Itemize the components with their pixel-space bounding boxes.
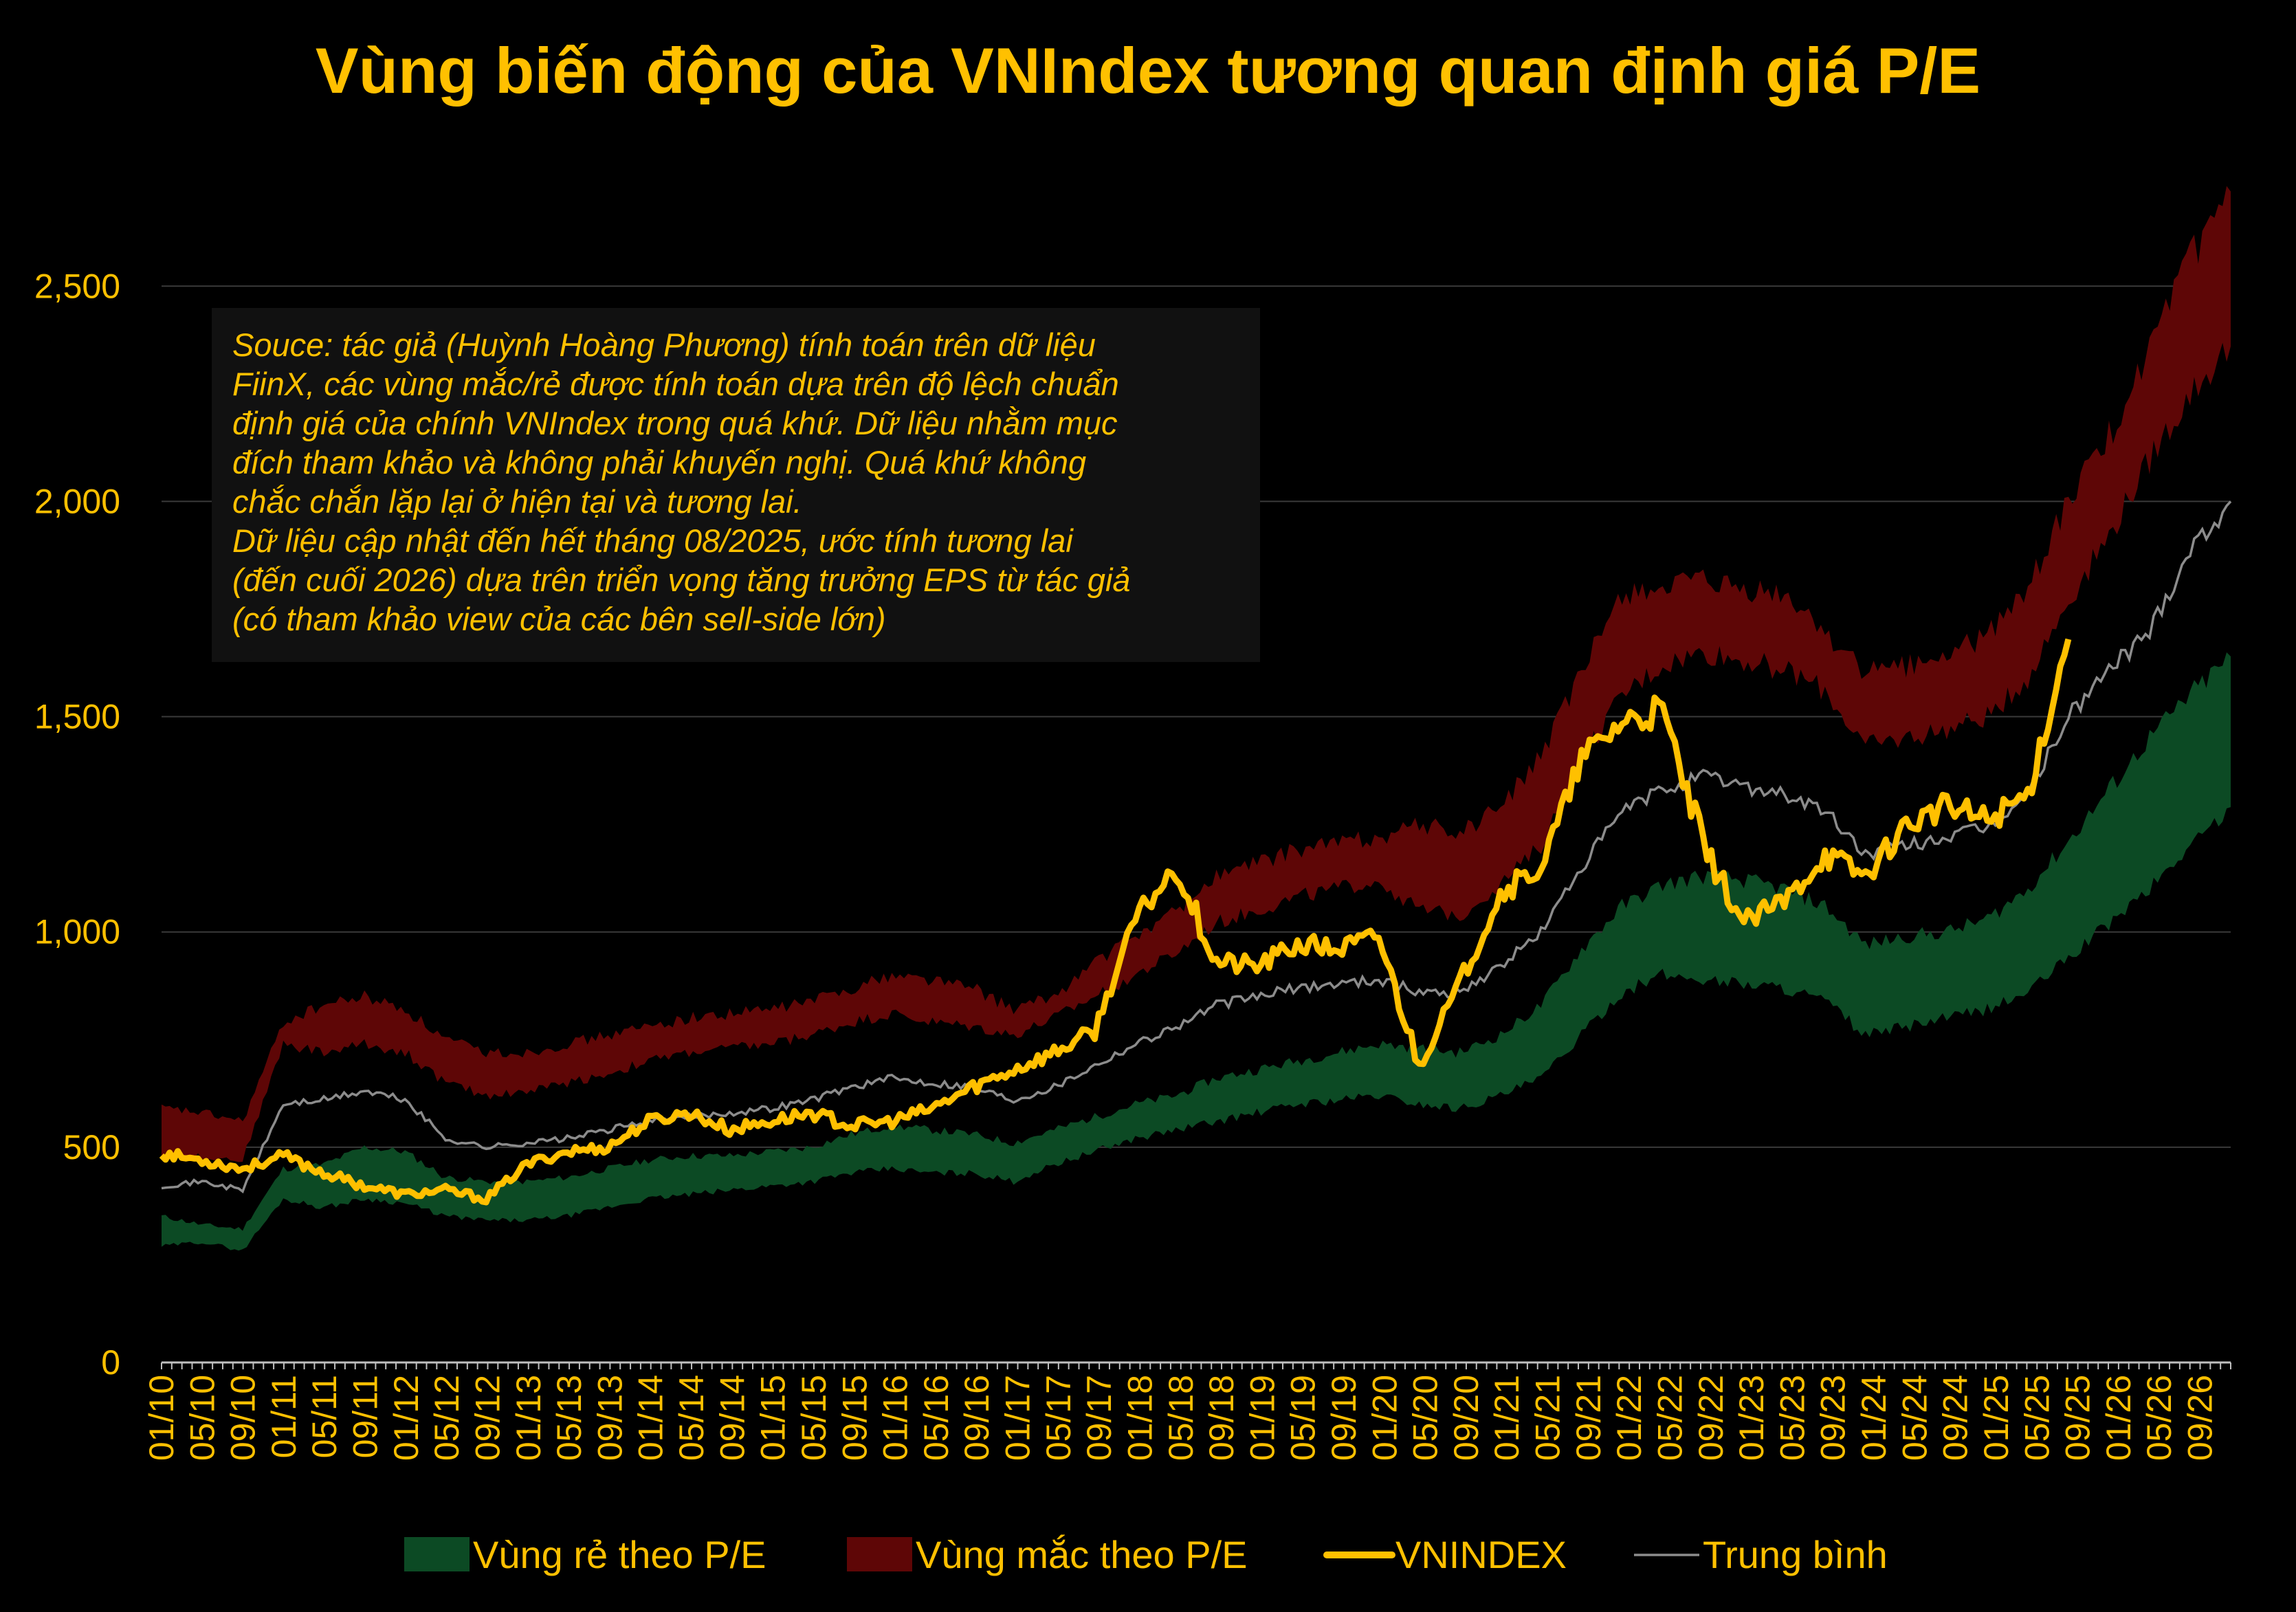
x-tick-label: 01/17: [999, 1375, 1037, 1461]
x-tick-label: 09/21: [1569, 1375, 1608, 1461]
y-tick-label: 2,500: [34, 267, 120, 305]
x-tick-label: 09/23: [1814, 1375, 1853, 1461]
x-tick-label: 01/19: [1243, 1375, 1281, 1461]
note-line: chắc chắn lặp lại ở hiện tại và tương la…: [232, 483, 802, 520]
x-tick-label: 09/15: [835, 1375, 874, 1461]
legend-label: Vùng mắc theo P/E: [916, 1533, 1248, 1576]
vnindex-line: [159, 638, 2072, 1206]
legend: Vùng rẻ theo P/E Vùng mắc theo P/E VNINDEX…: [404, 1533, 1888, 1576]
x-tick-label: 01/10: [142, 1375, 181, 1461]
x-tick-label: 05/20: [1406, 1375, 1445, 1461]
x-tick-label: 01/18: [1121, 1375, 1159, 1461]
y-tick-label: 1,000: [34, 913, 120, 951]
y-tick-label: 2,000: [34, 482, 120, 520]
x-tick-label: 05/24: [1895, 1375, 1934, 1461]
expensive-zone-band: [162, 186, 2231, 1162]
x-tick-label: 05/17: [1039, 1375, 1078, 1461]
note-line: đích tham khảo và không phải khuyến nghị…: [232, 444, 1086, 481]
x-tick-label: 01/22: [1610, 1375, 1648, 1461]
y-tick-label: 1,500: [34, 698, 120, 736]
x-tick-label: 09/18: [1202, 1375, 1241, 1461]
x-tick-label: 01/26: [2099, 1375, 2138, 1461]
x-tick-label: 01/25: [1977, 1375, 2016, 1461]
note-box: [212, 308, 1260, 662]
x-tick-label: 05/21: [1529, 1375, 1567, 1461]
legend-swatch: [404, 1537, 470, 1571]
x-axis: 01/10 05/10 09/10 01/11 05/11 09/11 01/12 05/12…: [142, 1361, 2231, 1461]
x-tick-label: 09/11: [346, 1375, 385, 1458]
x-tick-label: 05/22: [1651, 1375, 1690, 1461]
note-line: (đến cuối 2026) dựa trên triển vọng tăng…: [232, 562, 1131, 598]
x-tick-label: 05/16: [917, 1375, 956, 1461]
x-tick-label: 05/15: [795, 1375, 833, 1461]
x-tick-label: 09/22: [1692, 1375, 1730, 1461]
y-tick-label: 0: [101, 1343, 120, 1382]
x-tick-label: 01/13: [509, 1375, 548, 1461]
note-line: Souce: tác giả (Huỳnh Hoàng Phương) tính…: [232, 327, 1096, 363]
x-tick-label: 05/18: [1162, 1375, 1200, 1461]
y-axis-ticks: 0 500 1,000 1,500 2,000 2,500: [34, 267, 120, 1382]
x-tick-label: 09/13: [590, 1375, 629, 1461]
source-note: Souce: tác giả (Huỳnh Hoàng Phương) tính…: [212, 308, 1260, 662]
note-line: FiinX, các vùng mắc/rẻ được tính toán dự…: [232, 366, 1119, 402]
y-tick-label: 500: [63, 1128, 120, 1167]
x-tick-label: 09/14: [713, 1375, 751, 1461]
x-tick-label: 09/24: [1936, 1375, 1975, 1461]
x-tick-label: 05/23: [1773, 1375, 1811, 1461]
x-tick-label: 05/13: [550, 1375, 588, 1461]
x-tick-label: 05/10: [183, 1375, 221, 1461]
legend-label: Trung bình: [1703, 1533, 1888, 1576]
x-tick-label: 09/26: [2181, 1375, 2220, 1461]
x-tick-label: 09/19: [1325, 1375, 1363, 1461]
x-tick-label: 09/12: [469, 1375, 507, 1461]
legend-label: VNINDEX: [1395, 1533, 1567, 1576]
x-tick-label: 05/25: [2018, 1375, 2056, 1461]
x-tick-label: 01/12: [387, 1375, 426, 1461]
x-tick-label: 05/12: [428, 1375, 466, 1461]
x-tick-label: 01/15: [754, 1375, 793, 1461]
x-tick-label: 09/10: [224, 1375, 263, 1461]
legend-label: Vùng rẻ theo P/E: [473, 1533, 766, 1576]
note-line: (có tham khảo view của các bên sell-side…: [232, 601, 886, 637]
x-tick-label: 09/16: [958, 1375, 996, 1461]
x-tick-label: 09/25: [2059, 1375, 2097, 1461]
note-line: Dữ liệu cập nhật đến hết tháng 08/2025, …: [232, 522, 1074, 559]
x-tick-label: 01/23: [1732, 1375, 1771, 1461]
x-tick-label: 01/21: [1488, 1375, 1526, 1461]
x-tick-label: 05/19: [1284, 1375, 1323, 1461]
x-tick-label: 01/16: [876, 1375, 915, 1461]
x-tick-label: 01/20: [1365, 1375, 1404, 1461]
x-tick-label: 01/24: [1855, 1375, 1893, 1461]
x-tick-label: 01/11: [265, 1375, 303, 1458]
x-tick-label: 09/17: [1080, 1375, 1118, 1461]
note-line: định giá của chính VNIndex trong quá khứ…: [232, 405, 1118, 441]
legend-swatch: [847, 1537, 912, 1571]
x-tick-label: 05/26: [2140, 1375, 2178, 1461]
x-tick-label: 05/14: [672, 1375, 711, 1461]
series-lines: [159, 500, 2232, 1206]
x-tick-label: 09/20: [1447, 1375, 1486, 1461]
chart-title: Vùng biến động của VNIndex tương quan đị…: [316, 34, 1980, 107]
x-tick-label: 01/14: [632, 1375, 670, 1461]
x-tick-label: 05/11: [305, 1375, 344, 1458]
